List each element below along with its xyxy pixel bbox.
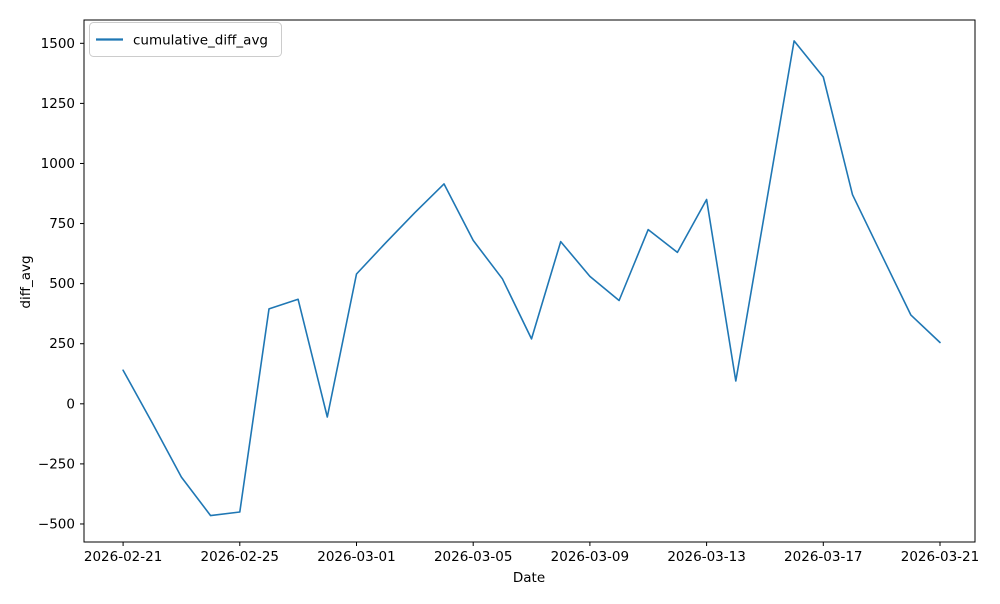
axes-border — [83, 19, 976, 543]
x-tick-label: 2026-03-13 — [667, 549, 745, 565]
y-tick-label: 1500 — [41, 36, 75, 52]
legend-label: cumulative_diff_avg — [133, 33, 268, 49]
x-tick-label: 2026-02-25 — [201, 549, 279, 565]
y-tick-label: 1000 — [41, 156, 75, 172]
x-tick-label: 2026-03-09 — [551, 549, 629, 565]
x-tick-label: 2026-03-21 — [901, 549, 979, 565]
x-tick-label: 2026-03-05 — [434, 549, 512, 565]
y-tick-label: 750 — [49, 216, 75, 232]
y-tick-label: 1250 — [41, 96, 75, 112]
plot-area: 2026-02-21 2026-02-25 2026-03-01 2026-03-05… — [38, 19, 979, 565]
y-tick-label: 500 — [49, 276, 75, 292]
y-tick-label: 0 — [66, 396, 75, 412]
x-tick-label: 2026-02-21 — [84, 549, 162, 565]
y-tick-label: −500 — [38, 516, 75, 532]
y-axis-label: diff_avg — [18, 255, 34, 308]
y-tick-label: 250 — [49, 336, 75, 352]
y-tick-label: −250 — [38, 456, 75, 472]
series-line-cumulative_diff_avg — [122, 40, 941, 517]
legend-frame — [89, 22, 282, 57]
x-tick-label: 2026-03-17 — [784, 549, 862, 565]
legend: cumulative_diff_avg — [89, 22, 282, 57]
x-axis-label: Date — [513, 570, 545, 586]
x-tick-label: 2026-03-01 — [317, 549, 395, 565]
